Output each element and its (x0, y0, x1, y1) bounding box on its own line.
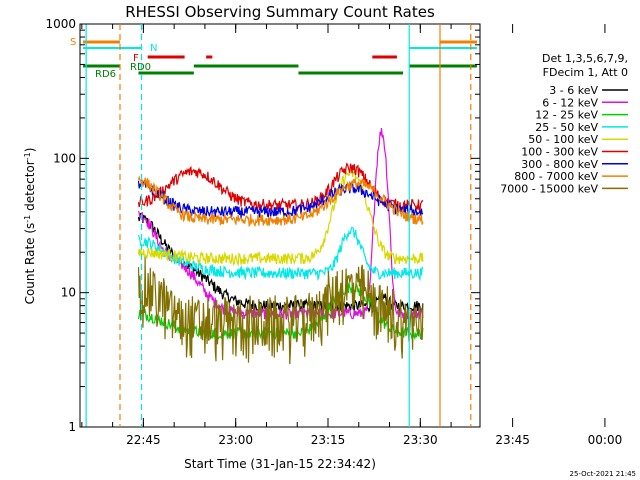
y-axis-label: Count Rate (s-1 detector-1) (23, 148, 38, 305)
legend-entry-label: 100 - 300 keV (521, 146, 598, 159)
plot-frame (79, 23, 481, 428)
y-axis-label-mid: detector (23, 160, 37, 215)
flag-label-saa: S (70, 37, 76, 48)
y-axis-label-main: Count Rate (s (23, 223, 37, 305)
x-tick-label: 00:00 (588, 433, 623, 447)
x-tick-label: 23:30 (403, 433, 438, 447)
chart-title: RHESSI Observing Summary Count Rates (125, 3, 435, 21)
series-line-6 (137, 162, 424, 213)
y-tick-label: 1000 (45, 17, 76, 31)
legend-entry-label: 300 - 800 keV (521, 158, 598, 171)
flag-label-rd6: RD6 (95, 69, 116, 80)
legend-entry-label: 25 - 50 keV (535, 121, 598, 134)
x-tick-label: 22:45 (126, 433, 161, 447)
flag-label-night: N (150, 43, 157, 54)
legend-entry-label: 12 - 25 keV (535, 109, 598, 122)
series-line-8 (137, 175, 424, 228)
series-layer (137, 128, 424, 365)
legend-entry-label: 800 - 7000 keV (514, 170, 598, 183)
y-tick-label: 10 (61, 286, 76, 300)
x-tick-label: 23:45 (495, 433, 530, 447)
series-line-5 (137, 167, 424, 267)
generated-timestamp: 25-Oct-2021 21:45 (570, 470, 636, 478)
series-line-4 (137, 226, 424, 282)
x-tick-label: 23:00 (218, 433, 253, 447)
x-axis-label: Start Time (31-Jan-15 22:34:42) (184, 457, 376, 471)
legend-entry-label: 3 - 6 keV (549, 84, 598, 97)
y-axis-label-end: ) (23, 148, 37, 153)
series-line-2 (137, 128, 424, 322)
y-tick-label: 100 (53, 151, 76, 165)
legend-entry-label: 7000 - 15000 keV (500, 182, 598, 195)
y-tick-label: 1 (68, 420, 76, 434)
plot-area (79, 23, 481, 428)
flag-label-rd0: RD0 (130, 62, 151, 73)
flag-label-flare: F (133, 53, 139, 64)
x-tick-label: 23:15 (311, 433, 346, 447)
axes-layer: 1 10 100 1000 22:45 23:00 23:15 23:30 23:45 00:00 (45, 17, 622, 447)
legend-header-1: Det 1,3,5,6,7,9, (542, 52, 628, 65)
y-axis-label-sup2: -1 (23, 152, 32, 160)
legend-header-2: FDecim 1, Att 0 (543, 66, 628, 79)
legend-entry-label: 50 - 100 keV (528, 133, 598, 146)
y-axis-label-sup1: -1 (23, 215, 32, 223)
legend: Det 1,3,5,6,7,9, FDecim 1, Att 0 3 - 6 k… (500, 52, 628, 195)
series-line-9 (137, 257, 424, 365)
legend-entry-label: 6 - 12 keV (542, 96, 598, 109)
